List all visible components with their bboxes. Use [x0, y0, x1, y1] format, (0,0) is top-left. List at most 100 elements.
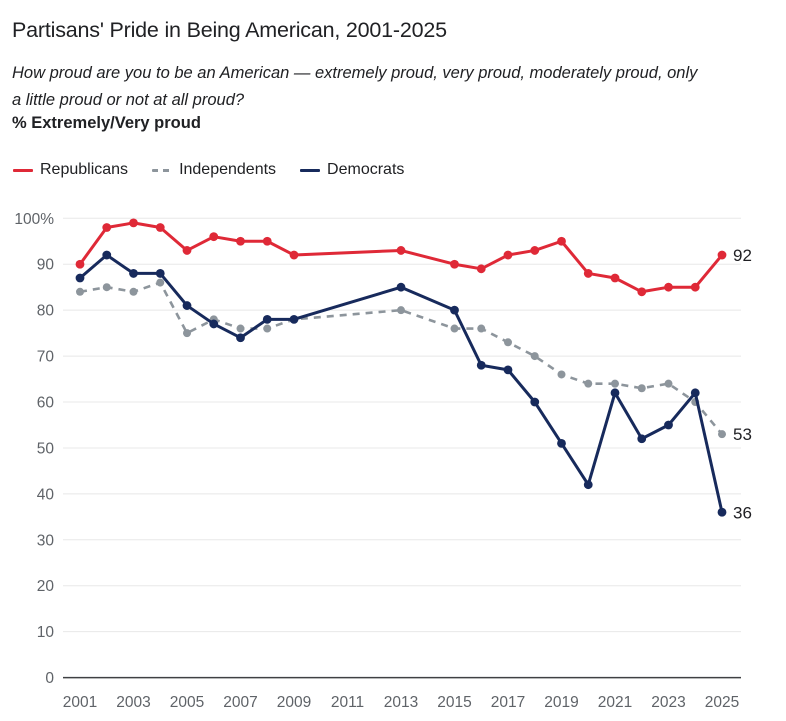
x-tick-2023: 2023	[651, 694, 685, 711]
x-tick-2005: 2005	[170, 694, 204, 711]
republicans-point-2006	[209, 232, 219, 242]
independents-point-2002	[102, 283, 111, 292]
independents-point-2025	[718, 430, 726, 439]
x-tick-2011: 2011	[331, 694, 364, 711]
x-tick-2021: 2021	[598, 694, 632, 711]
y-tick-0: 0	[45, 670, 54, 687]
democrats-point-2001	[75, 273, 85, 283]
independents-point-2013	[397, 306, 405, 315]
democrats-point-2024	[690, 388, 700, 398]
democrats-end-label: 36	[733, 503, 752, 522]
republicans-point-2001	[75, 259, 85, 269]
democrats-point-2013	[396, 282, 406, 292]
democrats-line-swatch	[300, 168, 321, 172]
y-tick-60: 60	[37, 395, 55, 412]
x-tick-2009: 2009	[277, 694, 311, 711]
republicans-point-2025	[717, 250, 727, 260]
x-tick-2007: 2007	[223, 694, 257, 711]
survey-question: How proud are you to be an American — ex…	[12, 64, 698, 109]
x-tick-2001: 2001	[63, 694, 97, 711]
x-tick-2015: 2015	[437, 694, 471, 711]
republicans-point-2009	[289, 250, 299, 260]
independents-point-2020	[584, 379, 593, 388]
legend-item-democrats: Democrats	[300, 161, 404, 179]
republicans-point-2002	[102, 223, 112, 232]
republicans-point-2019	[557, 236, 566, 246]
independents-point-2005	[183, 329, 191, 338]
democrats-point-2018	[530, 397, 540, 407]
democrats-point-2002	[102, 250, 112, 260]
republicans-point-2016	[476, 264, 486, 274]
independents-dashed-swatch	[152, 168, 173, 172]
republicans-point-2023	[664, 282, 673, 292]
democrats-point-2005	[182, 301, 192, 310]
chart-legend: Republicans Independents Democrats	[13, 161, 404, 179]
republicans-line	[78, 221, 724, 294]
democrats-point-2019	[557, 438, 566, 448]
republicans-point-2022	[637, 287, 647, 297]
democrats-point-2003	[129, 269, 138, 278]
independents-point-2016	[477, 324, 486, 333]
republicans-point-2005	[182, 246, 192, 255]
democrats-point-2022	[637, 434, 647, 444]
independents-point-2001	[76, 287, 84, 296]
y-tick-30: 30	[37, 532, 55, 549]
republicans-end-label: 92	[733, 246, 752, 265]
independents-point-2023	[664, 379, 673, 388]
independents-point-2019	[557, 370, 566, 379]
democrats-point-2006	[209, 319, 219, 329]
democrats-point-2020	[583, 480, 593, 490]
y-tick-70: 70	[37, 349, 55, 366]
independents-point-2008	[263, 324, 272, 333]
democrats-line	[79, 253, 724, 513]
republicans-point-2004	[155, 223, 165, 232]
republicans-point-2015	[450, 259, 459, 269]
x-tick-2017: 2017	[491, 694, 525, 711]
page-title: Partisans' Pride in Being American, 2001…	[12, 18, 447, 42]
independents-point-2022	[637, 384, 646, 393]
republicans-point-2018	[530, 246, 540, 255]
line-chart: 0 10 20 30 40 50 60 70 80 90 100% 2001 2003 2005 2007 2…	[14, 211, 752, 711]
democrats-point-2025	[717, 507, 727, 517]
democrats-point-2004	[155, 269, 165, 278]
republicans-point-2007	[236, 236, 245, 246]
democrats-point-2007	[236, 333, 245, 343]
y-tick-90: 90	[37, 257, 55, 274]
y-tick-100%: 100%	[14, 211, 54, 228]
republicans-point-2017	[503, 250, 513, 260]
legend-label-democrats: Democrats	[327, 161, 405, 178]
independents-point-2017	[504, 338, 512, 347]
legend-item-republicans: Republicans	[13, 161, 128, 179]
independents-point-2015	[450, 324, 459, 333]
legend-label-republicans: Republicans	[40, 161, 129, 178]
x-tick-2019: 2019	[544, 694, 578, 711]
democrats-point-2009	[289, 314, 299, 324]
democrats-point-2021	[610, 388, 620, 398]
republicans-point-2013	[396, 246, 406, 255]
independents-point-2018	[530, 352, 539, 361]
x-tick-2025: 2025	[705, 694, 739, 711]
republicans-point-2021	[610, 273, 620, 283]
measure-label: % Extremely/Very proud	[12, 114, 201, 132]
republicans-point-2008	[262, 236, 272, 246]
republicans-point-2024	[690, 282, 700, 292]
y-tick-50: 50	[37, 440, 55, 457]
y-tick-80: 80	[37, 303, 55, 320]
y-tick-40: 40	[37, 486, 55, 503]
x-tick-2003: 2003	[116, 694, 150, 711]
independents-point-2003	[129, 287, 138, 296]
democrats-point-2015	[450, 305, 459, 315]
legend-label-independents: Independents	[179, 161, 277, 178]
republicans-point-2003	[129, 218, 138, 228]
x-tick-2013: 2013	[384, 694, 418, 711]
independents-point-2004	[156, 278, 165, 287]
independents-point-2021	[611, 379, 619, 388]
democrats-point-2016	[476, 360, 486, 370]
democrats-point-2017	[503, 365, 513, 375]
democrats-point-2023	[664, 420, 673, 430]
republicans-point-2020	[583, 269, 593, 278]
independents-end-label: 53	[733, 425, 752, 444]
y-tick-10: 10	[37, 624, 55, 641]
democrats-point-2008	[262, 314, 272, 324]
